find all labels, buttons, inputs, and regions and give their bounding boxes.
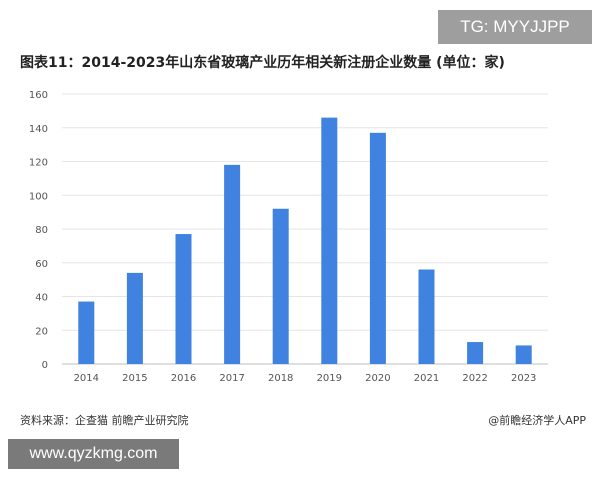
y-tick-label: 60	[35, 259, 48, 270]
bar	[418, 269, 435, 364]
bar	[272, 208, 289, 364]
x-tick-label: 2016	[171, 373, 196, 384]
y-tick-label: 0	[42, 360, 48, 371]
bar	[126, 272, 143, 364]
bar	[515, 345, 532, 364]
watermark-url: www.qyzkmg.com	[8, 439, 179, 469]
bar	[175, 234, 192, 364]
x-tick-label: 2015	[122, 373, 147, 384]
x-tick-label: 2017	[219, 373, 244, 384]
bar-chart: 0 20 40 60 80 100 120 140 160 2014 2015 2016 2017 201…	[29, 90, 548, 384]
x-tick-label: 2023	[511, 373, 536, 384]
chart-title: 图表11：2014-2023年山东省玻璃产业历年相关新注册企业数量 (单位：家)	[20, 55, 505, 71]
y-tick-label: 120	[29, 158, 48, 169]
y-tick-label: 100	[29, 191, 48, 202]
bar	[467, 342, 484, 364]
y-tick-label: 40	[35, 293, 48, 304]
x-tick-label: 2014	[74, 373, 99, 384]
x-tick-label: 2018	[268, 373, 293, 384]
bar	[369, 132, 386, 364]
bar	[78, 301, 95, 364]
x-tick-label: 2022	[462, 373, 487, 384]
x-tick-label: 2019	[317, 373, 342, 384]
x-tick-label: 2021	[414, 373, 439, 384]
bar	[321, 117, 338, 364]
y-tick-label: 20	[35, 326, 48, 337]
source-note: 资料来源：企查猫 前瞻产业研究院	[20, 414, 189, 427]
brand-credit: @前瞻经济学人APP	[488, 414, 586, 427]
y-tick-label: 140	[29, 124, 48, 135]
y-tick-label: 80	[35, 225, 48, 236]
overlay-tag: TG: MYYJJPP	[438, 10, 592, 44]
y-tick-label: 160	[29, 90, 48, 101]
bar	[224, 164, 241, 364]
x-tick-label: 2020	[365, 373, 390, 384]
